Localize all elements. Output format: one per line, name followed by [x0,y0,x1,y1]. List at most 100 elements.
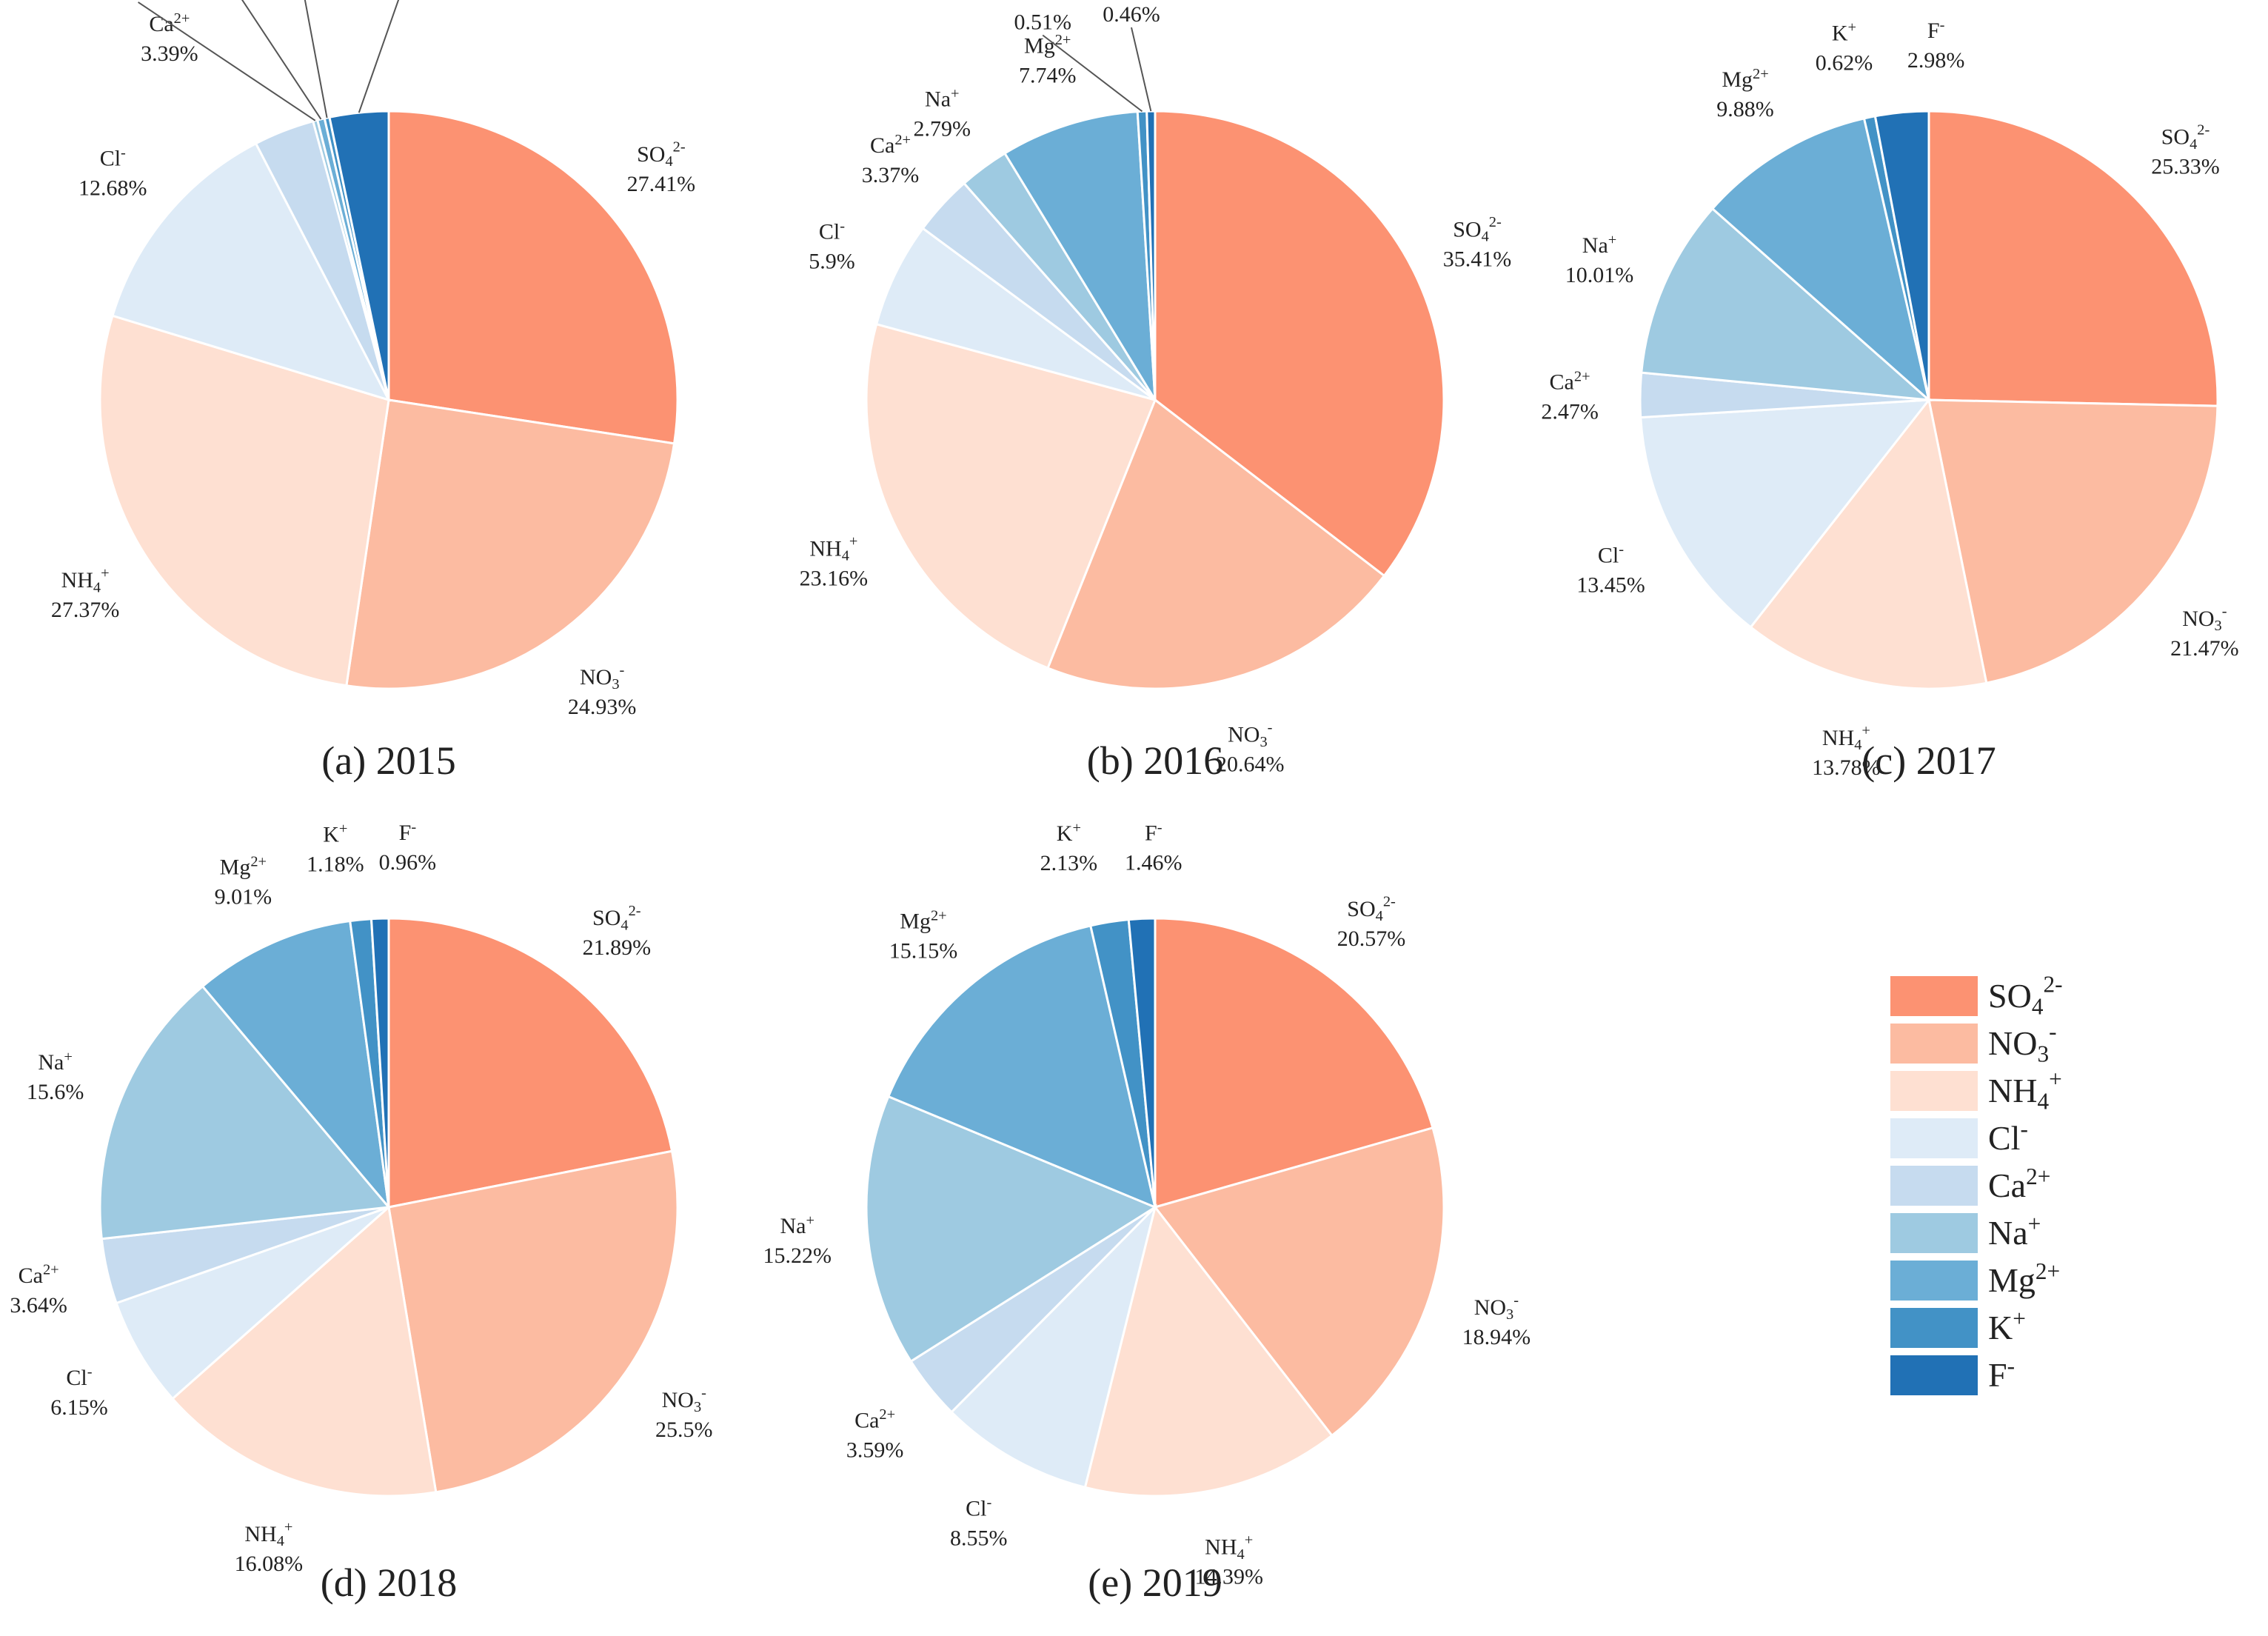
slice-label-value: 27.37% [51,598,120,622]
ion-superscript: + [951,85,960,101]
ion-superscript: - [620,662,625,678]
slice-label-value: 6.15% [50,1395,108,1420]
slice-label-value: 1.46% [1125,851,1182,875]
slice-label-name: NO3- [2182,603,2227,633]
pie-slice-no3 [387,1149,679,1494]
ion-base: SO [1988,977,2032,1015]
pie-slice-f [1873,110,1930,401]
slice-label-value: 21.47% [2170,636,2239,661]
label-leader-line [1131,27,1152,112]
legend-swatch [1890,1118,1978,1158]
ion-superscript: - [2049,1019,2056,1045]
slice-label-name: Na+ [38,1049,72,1075]
pie-slice-no3 [345,398,676,690]
ion-superscript: 2- [673,139,686,156]
ion-superscript: - [121,144,126,161]
ion-superscript: + [284,1519,293,1535]
ion-superscript: - [986,1495,991,1511]
slice-label-name: NO3- [580,662,625,692]
slice-label-value: 24.93% [568,695,637,719]
ion-superscript: - [87,1364,93,1380]
ion-subscript: 4 [93,579,101,595]
pie-slice-so4 [387,917,674,1209]
pie-slice-so4 [387,110,679,445]
pie-slice-nh4 [865,322,1157,670]
label-leader-line [304,0,328,118]
slice-label-value: 14.39% [1194,1565,1263,1589]
slice-label-name: Ca2+ [854,1406,895,1432]
ion-base: F [399,821,412,845]
ion-base: K [1031,0,1047,4]
ion-subscript: 4 [1482,229,1489,245]
ion-base: K [323,822,339,847]
label-leader-line [358,0,400,113]
ion-base: Cl [966,1496,986,1520]
slice-label-name: Mg2+ [220,853,267,879]
ion-superscript: + [1245,1532,1254,1548]
pie-slice-cl [874,227,1156,401]
ion-subscript: 4 [620,917,628,933]
slice-label-value: 21.89% [583,935,652,960]
ion-subscript: 4 [2032,993,2044,1019]
ion-base: NO [1474,1295,1506,1320]
slice-label-name: Ca2+ [19,1262,59,1288]
ion-superscript: + [1608,232,1617,248]
slice-label-value: 0.46% [1103,2,1160,27]
ion-superscript: 2- [2043,972,2062,998]
slice-label-name: Mg2+ [900,907,946,933]
ion-base: Mg [900,909,931,934]
legend-item-ca: Ca2+ [1890,1163,2050,1206]
ion-base: NO [1228,723,1260,747]
ion-base: Na [1988,1214,2028,1252]
slice-label-name: NO3- [1474,1292,1519,1323]
pie-slice-so4 [1154,917,1434,1209]
ion-base: NH [1822,726,1854,750]
slice-label-name: SO42- [637,139,686,170]
ion-subscript: 4 [665,153,672,170]
pie-slice-mg [1003,110,1157,401]
ion-base: Mg [220,855,251,880]
ion-superscript: 2+ [174,10,190,27]
pie-slice-nh4 [170,1205,438,1498]
legend-label: F- [1988,1353,2015,1394]
slice-label-value: 20.57% [1337,926,1406,951]
ion-superscript: + [1072,820,1081,836]
slice-label-name: Cl- [66,1364,92,1390]
legend-item-nh4: NH4+ [1890,1066,2062,1114]
slice-label-value: 13.45% [1576,572,1645,597]
pie-chart-5: SO42-20.57%NO3-18.94%NH4+14.39%Cl-8.55%C… [763,819,1531,1605]
ion-base: K [1988,1309,2013,1346]
legend-item-k: K+ [1890,1306,2026,1348]
pie-slice-mg [201,919,391,1211]
slice-label-name: Cl- [1598,541,1624,567]
ion-superscript: 2+ [1753,66,1769,82]
slice-label-value: 7.74% [1019,63,1077,87]
slice-label-value: 3.39% [141,41,198,66]
slice-label-value: 0.25% [110,0,167,1]
slice-label-value: 12.68% [78,176,147,201]
legend-label: NO3- [1988,1019,2057,1067]
pie-chart-4: SO42-21.89%NO3-25.5%NH4+16.08%Cl-6.15%Ca… [10,819,712,1605]
chart-caption: (d) 2018 [321,1560,457,1605]
pie-slice-nh4 [1083,1204,1334,1498]
ion-base: K [1832,21,1848,45]
pie-slice-cl [1639,398,1932,629]
slice-label-name: Mg2+ [1722,66,1768,92]
ion-base: Na [38,1050,64,1075]
ion-subscript: 3 [2215,618,2222,634]
pie-slice-na [1640,207,1933,401]
ion-superscript: 2+ [1055,32,1071,48]
ion-subscript: 4 [2190,136,2197,153]
ion-superscript: - [1268,719,1273,735]
ion-superscript: 2- [1489,214,1502,230]
ion-base: Ca [19,1263,43,1288]
chart-caption: (b) 2016 [1087,738,1223,783]
pie-slice-cl [115,1206,389,1400]
ion-base: NH [1205,1535,1237,1560]
ion-superscript: 2+ [894,132,911,148]
ion-superscript: + [2028,1211,2041,1237]
slice-label-value: 27.41% [627,172,696,196]
slice-label-name: NO3- [662,1385,707,1415]
pie-slice-f [1145,110,1157,401]
legend-label: Mg2+ [1988,1258,2060,1299]
